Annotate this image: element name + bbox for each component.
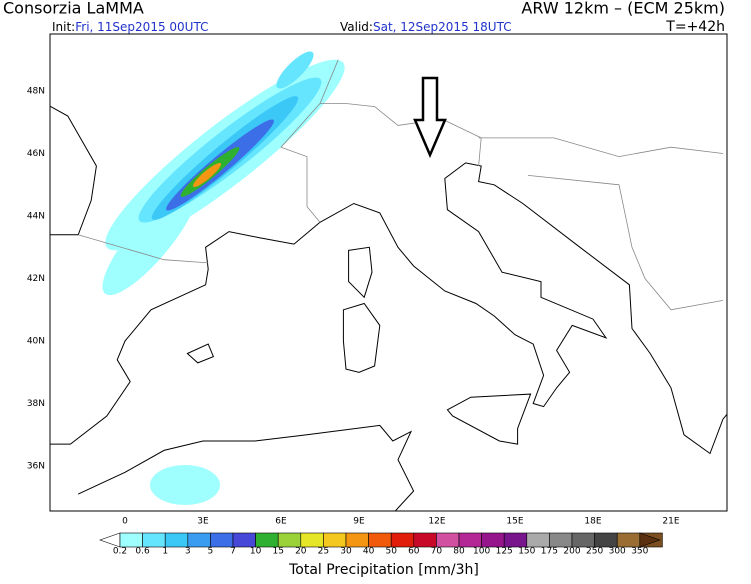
- colorbar-label: 30: [340, 547, 352, 557]
- arrow-annotation: [413, 76, 447, 159]
- colorbar-title: Total Precipitation [mm/3h]: [288, 562, 479, 578]
- colorbar-box: [164, 532, 189, 548]
- colorbar-box: [413, 532, 437, 548]
- colorbar-label: 175: [541, 547, 558, 557]
- lead-time: T=+42h: [665, 19, 725, 35]
- colorbar-box: [481, 532, 505, 548]
- colorbar-box: [458, 532, 482, 548]
- map-frame: [49, 33, 728, 512]
- colorbar-box: [210, 532, 234, 548]
- colorbar-box: [232, 532, 256, 548]
- colorbar-label: 60: [408, 547, 420, 557]
- lon-label: 6E: [275, 517, 287, 527]
- init-line: Init:Fri, 11Sep2015 00UTC: [52, 20, 208, 34]
- colorbar-box: [616, 532, 641, 548]
- colorbar-box: [142, 532, 166, 548]
- lon-label: 9E: [353, 517, 365, 527]
- map-area: [50, 51, 727, 511]
- colorbar-box: [368, 532, 392, 548]
- precip-area: [192, 163, 222, 187]
- colorbar-label: 100: [473, 547, 490, 557]
- title: Consorzia LaMMA: [3, 0, 144, 18]
- valid-time: Sat, 12Sep2015 18UTC: [373, 20, 512, 34]
- colorbar-box: [526, 532, 550, 548]
- precip-area: [102, 184, 198, 296]
- colorbar-box: [345, 532, 369, 548]
- colorbar-label: 0.2: [113, 547, 127, 557]
- colorbar-box: [436, 532, 460, 548]
- colorbar-box: [277, 532, 302, 548]
- init-time: Fri, 11Sep2015 00UTC: [75, 20, 208, 34]
- colorbar-box: [255, 532, 279, 548]
- colorbar-label: 125: [496, 547, 513, 557]
- lat-label: 40N: [27, 337, 45, 347]
- colorbar-label: 350: [631, 547, 648, 557]
- colorbar-label: 40: [363, 547, 375, 557]
- lon-label: 18E: [584, 517, 601, 527]
- colorbar-box: [503, 532, 528, 548]
- lon-label: 21E: [662, 517, 679, 527]
- colorbar-label: 7: [230, 547, 236, 557]
- precip-area: [276, 51, 314, 89]
- colorbar-label: 25: [318, 547, 329, 557]
- colorbar-label: 10: [250, 547, 262, 557]
- lon-label: 15E: [506, 517, 523, 527]
- valid-label: Valid:: [340, 20, 373, 34]
- colorbar-label: 20: [295, 547, 307, 557]
- colorbar-label: 70: [431, 547, 443, 557]
- colorbar-box: [594, 532, 618, 548]
- colorbar-end: [639, 532, 661, 548]
- colorbar-label: 0.6: [135, 547, 150, 557]
- coastline: [50, 105, 727, 511]
- colorbar-box: [187, 532, 211, 548]
- lon-label: 12E: [428, 517, 445, 527]
- valid-line: Valid:Sat, 12Sep2015 18UTC: [340, 20, 512, 34]
- lat-label: 46N: [27, 149, 45, 159]
- colorbar-box: [549, 532, 573, 548]
- colorbar-box: [390, 532, 415, 548]
- lat-label: 36N: [27, 462, 45, 472]
- colorbar-box: [571, 532, 595, 548]
- lat-label: 44N: [27, 212, 45, 222]
- colorbar-label: 150: [518, 547, 535, 557]
- colorbar-label: 5: [208, 547, 214, 557]
- colorbar-label: 15: [272, 547, 283, 557]
- colorbar-label: 3: [185, 547, 191, 557]
- colorbar-label: 200: [563, 547, 580, 557]
- lat-label: 42N: [27, 274, 45, 284]
- lat-label: 38N: [27, 399, 45, 409]
- colorbar-label: 250: [586, 547, 603, 557]
- precipitation: [102, 51, 345, 505]
- lon-label: 3E: [197, 517, 209, 527]
- colorbar-label: 80: [453, 547, 465, 557]
- colorbar-box: [119, 532, 143, 548]
- colorbar-box: [323, 532, 347, 548]
- precip-area: [150, 465, 220, 505]
- lon-label: 0: [122, 517, 128, 527]
- lat-label: 48N: [27, 87, 45, 97]
- colorbar-box: [300, 532, 324, 548]
- init-label: Init:: [52, 20, 75, 34]
- colorbar-label: 1: [162, 547, 168, 557]
- model: ARW 12km – (ECM 25km): [521, 0, 725, 18]
- colorbar-label: 50: [385, 547, 397, 557]
- borders: [78, 59, 724, 311]
- colorbar-label: 300: [609, 547, 626, 557]
